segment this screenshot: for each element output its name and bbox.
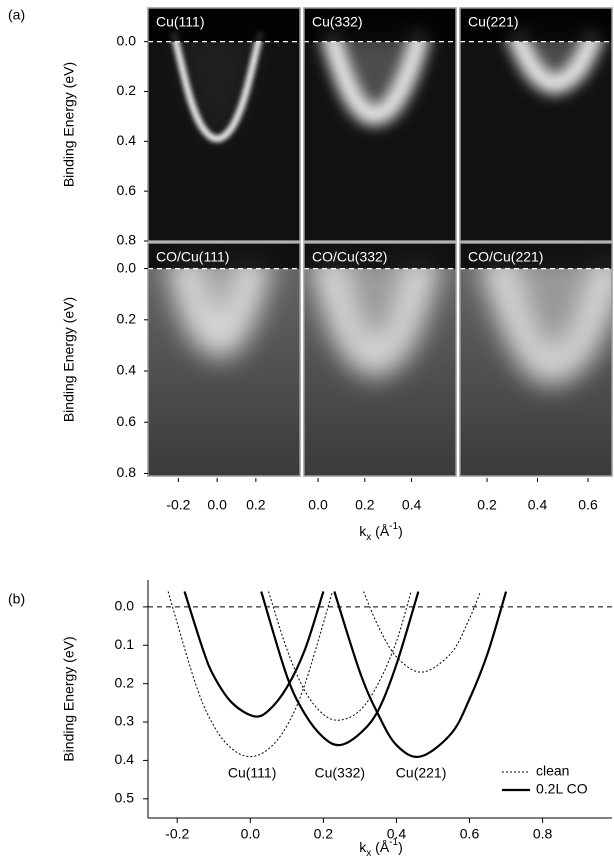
- curve: [333, 591, 508, 759]
- panel-title: Cu(332): [312, 14, 363, 30]
- x-axis-label: kx (Å-1): [359, 521, 402, 543]
- unoccupied-region: [304, 243, 456, 269]
- x-axis-label-part: ): [398, 523, 403, 539]
- y-tick-label: 0.6: [117, 182, 137, 198]
- y-tick-label: 0.4: [115, 751, 135, 767]
- y-tick-label: 0.5: [115, 790, 135, 806]
- y-tick-label: 0.0: [117, 32, 137, 48]
- image-panel: [148, 8, 300, 241]
- curve-label: Cu(221): [396, 765, 447, 781]
- curve-label: Cu(111): [228, 765, 277, 781]
- curve: [363, 591, 481, 673]
- y-tick-label: 0.8: [117, 464, 137, 480]
- curve: [183, 591, 325, 718]
- band: [170, 30, 265, 143]
- panel-title: CO/Cu(332): [312, 249, 387, 265]
- unoccupied-region: [304, 8, 456, 42]
- y-tick-label: 0.0: [117, 259, 137, 275]
- panel-label: (a): [8, 7, 25, 23]
- x-tick-label: 0.2: [246, 497, 266, 513]
- panel-frame: [147, 7, 301, 242]
- panel-frame: [147, 242, 301, 477]
- band: [165, 254, 273, 359]
- x-tick-label: 0.4: [402, 497, 422, 513]
- x-axis-label-part: k: [359, 523, 367, 539]
- curve: [268, 591, 412, 721]
- curve: [167, 591, 333, 758]
- panel-frame: [459, 242, 613, 477]
- panel-frame: [303, 7, 457, 242]
- y-axis-label: Binding Energy (eV): [61, 62, 77, 187]
- band: [505, 27, 605, 94]
- image-panel: [148, 243, 300, 476]
- image-panel: [460, 243, 612, 476]
- x-axis-label-part: -1: [389, 837, 398, 848]
- y-tick-label: 0.1: [115, 636, 135, 652]
- curve: [260, 591, 420, 747]
- x-tick-label: 0.0: [241, 826, 261, 842]
- y-tick-label: 0.2: [115, 674, 135, 690]
- panel-title: CO/Cu(221): [468, 249, 543, 265]
- image-panel: [460, 8, 612, 241]
- y-axis-label: Binding Energy (eV): [61, 636, 77, 761]
- x-axis-label-part: x: [366, 848, 371, 859]
- x-tick-label: -0.2: [165, 826, 189, 842]
- y-tick-label: 0.4: [117, 362, 137, 378]
- band: [478, 253, 612, 386]
- x-tick-label: 0.6: [578, 497, 598, 513]
- panel-frame: [459, 7, 613, 242]
- x-axis-label: kx (Å-1): [359, 837, 402, 859]
- x-axis-label-part: k: [359, 839, 367, 855]
- legend-label: 0.2L CO: [536, 781, 588, 797]
- x-axis-label-part: -1: [389, 521, 398, 532]
- panel-title: Cu(221): [468, 14, 519, 30]
- x-axis-label-part: ): [398, 839, 403, 855]
- y-tick-label: 0.8: [117, 232, 137, 248]
- x-axis-label-part: (Å: [371, 839, 390, 855]
- x-tick-label: 0.6: [460, 826, 480, 842]
- x-tick-label: 0.4: [528, 497, 548, 513]
- x-tick-label: 0.2: [314, 826, 334, 842]
- unoccupied-region: [148, 8, 300, 42]
- band: [308, 253, 442, 378]
- y-tick-label: 0.4: [117, 132, 137, 148]
- x-tick-label: 0.4: [387, 826, 407, 842]
- x-tick-label: 0.0: [207, 497, 227, 513]
- y-tick-label: 0.2: [117, 82, 137, 98]
- panel-frame: [303, 242, 457, 477]
- curve-label: Cu(332): [315, 765, 366, 781]
- y-axis-label: Binding Energy (eV): [61, 297, 77, 422]
- unoccupied-region: [148, 243, 300, 269]
- unoccupied-region: [460, 243, 612, 269]
- legend-label: clean: [536, 763, 569, 779]
- x-tick-label: 0.8: [533, 826, 553, 842]
- panel-title: CO/Cu(111): [156, 249, 229, 265]
- x-tick-label: 0.2: [477, 497, 497, 513]
- panel-label: (b): [8, 591, 25, 607]
- panel-title: Cu(111): [156, 14, 205, 30]
- x-tick-label: 0.2: [355, 497, 375, 513]
- band: [320, 28, 431, 126]
- image-panel: [304, 8, 456, 241]
- x-axis-label-part: (Å: [371, 523, 390, 539]
- unoccupied-region: [460, 8, 612, 42]
- image-panel: [304, 243, 456, 476]
- x-tick-label: -0.2: [166, 497, 190, 513]
- y-tick-label: 0.0: [115, 598, 135, 614]
- y-tick-label: 0.6: [117, 413, 137, 429]
- y-tick-label: 0.2: [117, 311, 137, 327]
- y-tick-label: 0.3: [115, 713, 135, 729]
- x-tick-label: 0.0: [308, 497, 328, 513]
- x-axis-label-part: x: [366, 532, 371, 543]
